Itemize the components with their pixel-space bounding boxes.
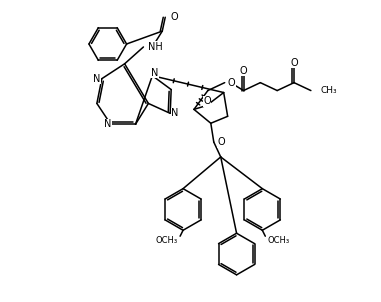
Text: N: N [171, 108, 179, 118]
Text: N: N [104, 119, 112, 129]
Text: O: O [240, 66, 247, 76]
Text: O: O [170, 12, 178, 22]
Text: OCH₃: OCH₃ [156, 236, 178, 245]
Text: O: O [290, 58, 298, 68]
Text: O: O [203, 96, 211, 107]
Text: O: O [218, 137, 226, 147]
Text: N: N [93, 74, 101, 84]
Text: CH₃: CH₃ [321, 86, 338, 95]
Text: NH: NH [148, 42, 163, 52]
Text: O: O [228, 78, 235, 88]
Text: OCH₃: OCH₃ [267, 236, 290, 245]
Text: N: N [150, 68, 158, 78]
